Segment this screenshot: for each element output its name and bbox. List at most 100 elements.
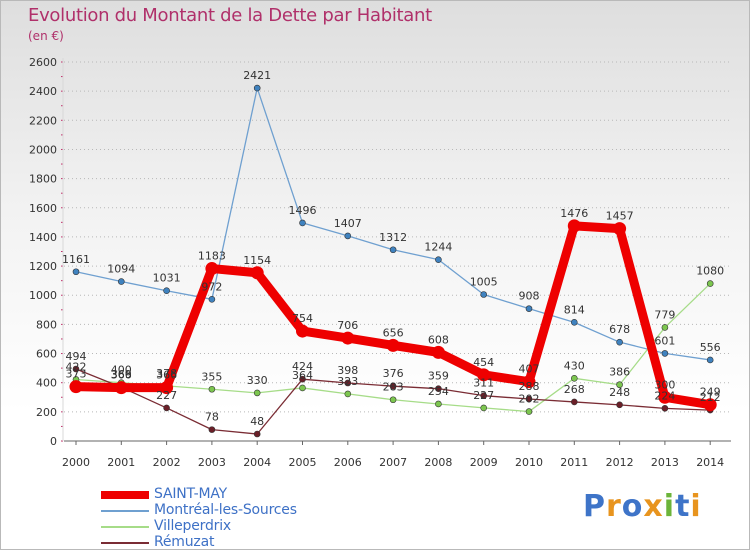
- data-label-villeperdrix: 330: [247, 374, 268, 387]
- data-point-remuzat: [253, 430, 261, 438]
- y-tick-label: 2600: [29, 56, 57, 69]
- x-tick-label: 2012: [606, 456, 634, 469]
- data-point-saint-may: [250, 266, 264, 280]
- x-tick-label: 2006: [334, 456, 362, 469]
- data-point-remuzat: [208, 426, 216, 433]
- data-point-montreal-les-sources: [570, 319, 578, 326]
- logo-letter: P: [583, 489, 606, 524]
- data-label-remuzat: 288: [519, 380, 540, 393]
- data-point-montreal-les-sources: [616, 338, 623, 346]
- data-point-villeperdrix: [480, 404, 488, 412]
- data-label-remuzat: 212: [700, 391, 721, 404]
- data-point-villeperdrix: [208, 385, 216, 393]
- y-tick-label: 2400: [29, 85, 57, 98]
- y-tick-label: 1400: [29, 231, 57, 244]
- data-point-saint-may: [114, 381, 128, 395]
- data-point-montreal-les-sources: [661, 350, 669, 357]
- data-label-montreal-les-sources: 1312: [379, 231, 407, 244]
- data-label-remuzat: 376: [383, 367, 404, 380]
- data-label-montreal-les-sources: 1161: [62, 253, 90, 266]
- data-label-villeperdrix: 283: [383, 381, 404, 394]
- data-point-villeperdrix: [616, 381, 623, 389]
- y-tick-label: 1800: [29, 173, 57, 186]
- legend-label-remuzat: Rémuzat: [154, 534, 215, 550]
- y-tick-label: 400: [36, 377, 57, 390]
- x-tick-label: 2001: [107, 456, 135, 469]
- data-label-saint-may: 407: [519, 363, 540, 376]
- data-label-remuzat: 268: [564, 383, 585, 396]
- data-point-remuzat: [435, 385, 442, 392]
- data-point-saint-may: [160, 381, 174, 395]
- x-tick-label: 2002: [153, 456, 181, 469]
- data-label-montreal-les-sources: 1094: [107, 263, 135, 276]
- data-label-montreal-les-sources: 601: [654, 334, 675, 347]
- data-point-montreal-les-sources: [525, 305, 533, 312]
- data-point-villeperdrix: [389, 396, 397, 404]
- data-label-villeperdrix: 422: [66, 360, 87, 373]
- data-label-saint-may: 366: [156, 369, 177, 382]
- data-label-remuzat: 424: [292, 360, 313, 373]
- data-point-villeperdrix: [661, 324, 669, 331]
- data-point-montreal-les-sources: [163, 287, 170, 295]
- data-label-saint-may: 1183: [198, 250, 226, 263]
- data-label-montreal-les-sources: 1407: [334, 217, 362, 230]
- legend-swatch-villeperdrix: [101, 526, 149, 528]
- data-point-saint-may: [341, 331, 355, 345]
- data-label-saint-may: 454: [473, 356, 494, 369]
- chart-unit: (en €): [28, 29, 64, 43]
- data-point-remuzat: [163, 404, 170, 412]
- data-label-remuzat: 248: [609, 386, 630, 399]
- data-point-villeperdrix: [344, 390, 352, 398]
- data-point-montreal-les-sources: [344, 232, 352, 240]
- legend-label-saint-may: SAINT-MAY: [154, 486, 227, 502]
- data-label-villeperdrix: 323: [337, 375, 358, 388]
- logo-letter: t: [675, 489, 691, 524]
- chart-axes: 0 200 400 600 800 1000 1200 1400 1600 1800 2000 220…: [29, 56, 731, 469]
- data-point-saint-may: [658, 390, 672, 404]
- data-label-villeperdrix: 202: [519, 393, 540, 406]
- y-tick-label: 200: [36, 406, 57, 419]
- y-tick-label: 1000: [29, 289, 57, 302]
- data-label-villeperdrix: 254: [428, 385, 449, 398]
- data-label-villeperdrix: 430: [564, 359, 585, 372]
- x-tick-label: 2008: [424, 456, 452, 469]
- data-label-remuzat: 311: [473, 377, 494, 390]
- chart-point-labels: 1161 1094 1031 972 2421 1496 1407 1312 1244 1005 9…: [62, 69, 724, 428]
- data-point-saint-may: [296, 324, 309, 338]
- data-label-montreal-les-sources: 1031: [153, 272, 181, 285]
- data-label-remuzat: 359: [428, 370, 449, 383]
- chart-title: Evolution du Montant de la Dette par Hab…: [28, 5, 432, 26]
- data-point-villeperdrix: [525, 408, 533, 415]
- legend-label-montreal-les-sources: Montréal-les-Sources: [154, 502, 297, 518]
- data-label-saint-may: 608: [428, 333, 449, 346]
- y-tick-label: 600: [36, 348, 57, 361]
- chart-series: [69, 84, 717, 438]
- data-point-montreal-les-sources: [253, 84, 261, 92]
- data-point-montreal-les-sources: [118, 278, 125, 285]
- logo-letter: x: [643, 489, 664, 524]
- logo-letter: i: [663, 489, 676, 524]
- y-tick-label: 2200: [29, 114, 57, 127]
- data-point-saint-may: [703, 398, 717, 412]
- data-label-villeperdrix: 386: [609, 366, 630, 379]
- legend-swatch-montreal-les-sources: [101, 510, 149, 512]
- data-point-remuzat: [570, 398, 578, 406]
- data-point-saint-may: [613, 222, 627, 236]
- data-point-villeperdrix: [570, 375, 578, 382]
- y-tick-label: 1200: [29, 260, 57, 273]
- x-tick-label: 2010: [515, 456, 543, 469]
- legend-label-villeperdrix: Villeperdrix: [154, 518, 231, 534]
- data-label-remuzat: 78: [205, 411, 219, 424]
- data-point-montreal-les-sources: [706, 356, 714, 364]
- x-tick-label: 2005: [289, 456, 317, 469]
- data-label-villeperdrix: 779: [654, 308, 675, 321]
- logo-letter: r: [606, 489, 622, 524]
- data-point-villeperdrix: [253, 389, 261, 397]
- legend-swatch-remuzat: [101, 542, 149, 544]
- data-point-remuzat: [525, 395, 533, 403]
- data-point-montreal-les-sources: [72, 268, 80, 276]
- y-tick-label: 2000: [29, 143, 57, 156]
- data-point-montreal-les-sources: [435, 256, 442, 263]
